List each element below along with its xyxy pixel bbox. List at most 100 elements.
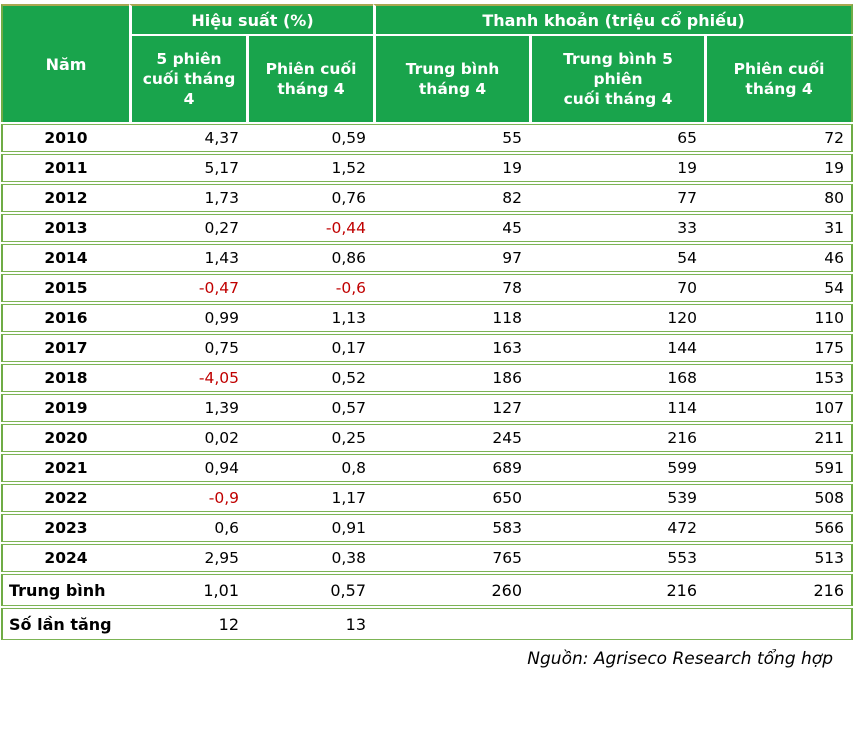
- year-row: 2022 -0,9 1,17 650 539 508: [1, 484, 854, 512]
- liq-avg-cell: 765: [373, 544, 529, 572]
- perf-5s-cell: 1,39: [129, 394, 246, 422]
- year-cell: 2019: [1, 394, 129, 422]
- year-cell: 2015: [1, 274, 129, 302]
- liq-last-cell: 19: [704, 154, 854, 182]
- liq-avg-cell: 260: [373, 574, 529, 606]
- liq-avg-cell: 689: [373, 454, 529, 482]
- summary-row: Số lần tăng 12 13: [1, 608, 854, 640]
- source-note: Nguồn: Agriseco Research tổng hợp: [527, 649, 833, 669]
- liq-last-cell: 508: [704, 484, 854, 512]
- perf-last-cell: 1,17: [246, 484, 373, 512]
- perf-5s-cell: 12: [129, 608, 246, 640]
- summary-row: Trung bình 1,01 0,57 260 216 216: [1, 574, 854, 606]
- year-cell: 2013: [1, 214, 129, 242]
- perf-last-cell: 0,25: [246, 424, 373, 452]
- liq-last-cell: 72: [704, 124, 854, 152]
- liq-last-cell: 110: [704, 304, 854, 332]
- liq-last-cell: 31: [704, 214, 854, 242]
- year-row: 2023 0,6 0,91 583 472 566: [1, 514, 854, 542]
- perf-5s-cell: 0,6: [129, 514, 246, 542]
- perf-last-cell: -0,44: [246, 214, 373, 242]
- liq-last-cell: 211: [704, 424, 854, 452]
- year-row: 2013 0,27 -0,44 45 33 31: [1, 214, 854, 242]
- liq-last-cell: 591: [704, 454, 854, 482]
- perf-last-cell: 0,17: [246, 334, 373, 362]
- year-cell: 2014: [1, 244, 129, 272]
- liq-avg5-cell: 120: [529, 304, 704, 332]
- perf-5s-cell: -0,47: [129, 274, 246, 302]
- year-row: 2020 0,02 0,25 245 216 211: [1, 424, 854, 452]
- liq-avg-cell: 82: [373, 184, 529, 212]
- year-row: 2010 4,37 0,59 55 65 72: [1, 124, 854, 152]
- perf-last-cell: 1,52: [246, 154, 373, 182]
- year-row: 2024 2,95 0,38 765 553 513: [1, 544, 854, 572]
- year-row: 2016 0,99 1,13 118 120 110: [1, 304, 854, 332]
- year-cell: 2020: [1, 424, 129, 452]
- liq-avg-cell: 19: [373, 154, 529, 182]
- subheader-liq-last-session: Phiên cuối tháng 4: [704, 36, 854, 122]
- table-header: Năm Hiệu suất (%) Thanh khoản (triệu cổ …: [1, 4, 854, 122]
- liq-avg5-cell: 168: [529, 364, 704, 392]
- liq-last-cell: 216: [704, 574, 854, 606]
- liq-avg-cell: 127: [373, 394, 529, 422]
- year-cell: 2022: [1, 484, 129, 512]
- perf-5s-cell: 4,37: [129, 124, 246, 152]
- liq-avg5-cell: 216: [529, 574, 704, 606]
- liq-last-cell: 54: [704, 274, 854, 302]
- summary-label-cell: Số lần tăng: [1, 608, 129, 640]
- subheader-liq-avg-april: Trung bình tháng 4: [373, 36, 529, 122]
- year-cell: 2021: [1, 454, 129, 482]
- liq-avg-cell: 583: [373, 514, 529, 542]
- perf-5s-cell: 0,94: [129, 454, 246, 482]
- year-cell: 2023: [1, 514, 129, 542]
- subheader-perf-5-sessions: 5 phiên cuối tháng 4: [129, 36, 246, 122]
- liq-avg5-cell: 19: [529, 154, 704, 182]
- year-row: 2017 0,75 0,17 163 144 175: [1, 334, 854, 362]
- liq-avg-cell: 45: [373, 214, 529, 242]
- liq-last-cell: 46: [704, 244, 854, 272]
- group-header-row: Năm Hiệu suất (%) Thanh khoản (triệu cổ …: [1, 4, 854, 122]
- year-row: 2011 5,17 1,52 19 19 19: [1, 154, 854, 182]
- liq-avg-cell: 245: [373, 424, 529, 452]
- perf-5s-cell: 0,27: [129, 214, 246, 242]
- sub-header-row: 5 phiên cuối tháng 4 Phiên cuối tháng 4 …: [1, 36, 854, 122]
- perf-last-cell: -0,6: [246, 274, 373, 302]
- liq-avg-cell: 186: [373, 364, 529, 392]
- liq-avg-cell: 118: [373, 304, 529, 332]
- liq-avg5-cell: 216: [529, 424, 704, 452]
- year-row: 2015 -0,47 -0,6 78 70 54: [1, 274, 854, 302]
- liq-avg5-cell: 472: [529, 514, 704, 542]
- liq-last-cell: 513: [704, 544, 854, 572]
- year-row: 2021 0,94 0,8 689 599 591: [1, 454, 854, 482]
- perf-5s-cell: 0,02: [129, 424, 246, 452]
- liq-last-cell: [704, 608, 854, 640]
- summary-label-cell: Trung bình: [1, 574, 129, 606]
- year-cell: 2011: [1, 154, 129, 182]
- perf-last-cell: 0,57: [246, 394, 373, 422]
- perf-last-cell: 13: [246, 608, 373, 640]
- performance-liquidity-table: Năm Hiệu suất (%) Thanh khoản (triệu cổ …: [1, 2, 854, 642]
- perf-5s-cell: 1,73: [129, 184, 246, 212]
- subheader-liq-avg-5-sessions: Trung bình 5 phiên cuối tháng 4: [529, 36, 704, 122]
- year-cell: 2024: [1, 544, 129, 572]
- liq-last-cell: 175: [704, 334, 854, 362]
- table-body: 2010 4,37 0,59 55 65 72 2011 5,17 1,52 1…: [1, 124, 854, 640]
- year-row: 2019 1,39 0,57 127 114 107: [1, 394, 854, 422]
- perf-5s-cell: -4,05: [129, 364, 246, 392]
- perf-last-cell: 1,13: [246, 304, 373, 332]
- liq-avg-cell: [373, 608, 529, 640]
- liq-avg-cell: 650: [373, 484, 529, 512]
- liq-avg5-cell: 77: [529, 184, 704, 212]
- liq-avg-cell: 78: [373, 274, 529, 302]
- liq-avg-cell: 163: [373, 334, 529, 362]
- liq-avg5-cell: 114: [529, 394, 704, 422]
- liq-last-cell: 153: [704, 364, 854, 392]
- perf-5s-cell: 1,01: [129, 574, 246, 606]
- year-row: 2012 1,73 0,76 82 77 80: [1, 184, 854, 212]
- liq-last-cell: 566: [704, 514, 854, 542]
- perf-5s-cell: -0,9: [129, 484, 246, 512]
- perf-5s-cell: 0,99: [129, 304, 246, 332]
- liq-avg5-cell: 539: [529, 484, 704, 512]
- perf-last-cell: 0,86: [246, 244, 373, 272]
- subheader-perf-last-session: Phiên cuối tháng 4: [246, 36, 373, 122]
